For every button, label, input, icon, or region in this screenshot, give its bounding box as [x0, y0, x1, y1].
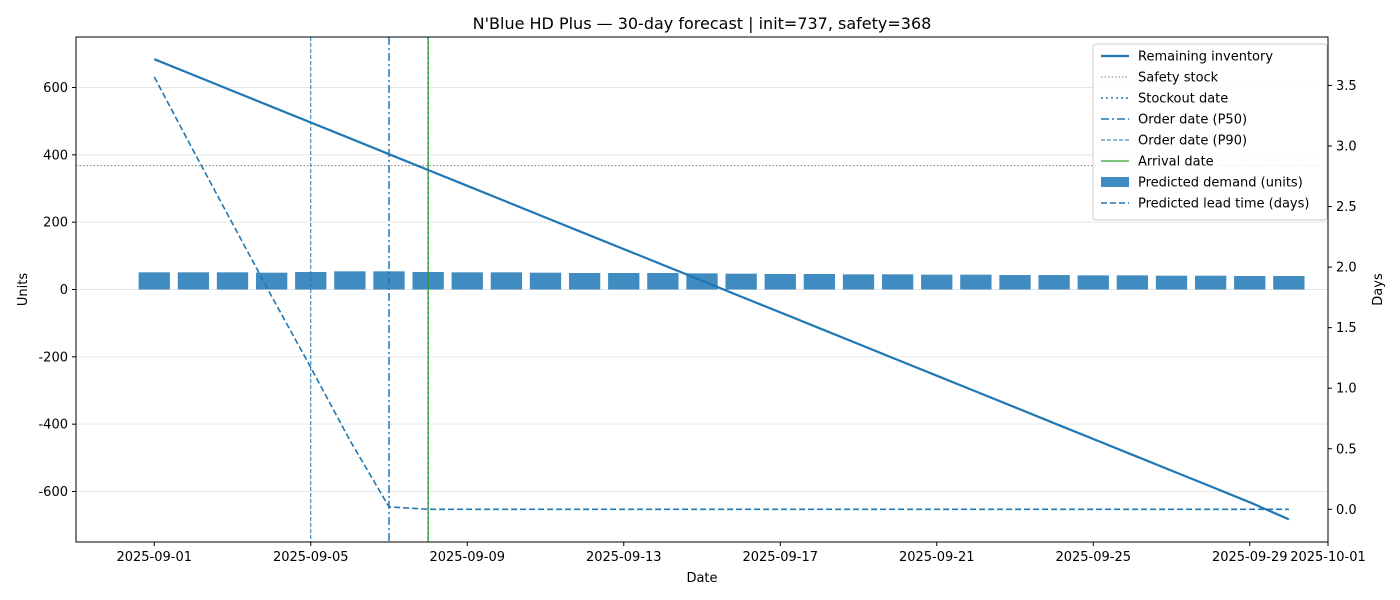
chart-title: N'Blue HD Plus — 30-day forecast | init=…: [473, 14, 932, 33]
y-tick-label: 400: [43, 148, 68, 163]
x-axis-title: Date: [686, 571, 717, 586]
y-tick-label: -600: [38, 485, 68, 500]
demand-bar: [1194, 275, 1227, 290]
y2-tick-label: 3.5: [1336, 79, 1357, 94]
x-tick-label: 2025-09-05: [273, 550, 349, 565]
demand-bars: [138, 271, 1305, 290]
remaining-inventory-line: [153, 58, 1290, 521]
x-tick-label: 2025-09-01: [116, 550, 192, 565]
demand-bar: [1273, 276, 1305, 290]
y-tick-label: 200: [43, 216, 68, 231]
demand-bar: [255, 272, 288, 290]
demand-bar: [1077, 275, 1109, 290]
legend-label: Arrival date: [1138, 155, 1214, 170]
demand-bar: [138, 272, 170, 290]
demand-bar: [764, 274, 796, 290]
x-axis: 2025-09-01 2025-09-05 2025-09-09 2025-09-13…: [116, 542, 1366, 565]
demand-bar: [451, 272, 483, 290]
y-tick-label: -400: [38, 418, 68, 433]
y2-tick-label: 0.0: [1336, 503, 1357, 518]
y-tick-label: -200: [38, 350, 68, 365]
demand-bar: [803, 274, 836, 290]
line-series-layer: [153, 58, 1290, 521]
y2-tick-label: 0.5: [1336, 442, 1357, 457]
demand-bar: [568, 273, 601, 290]
legend-swatch: [1101, 177, 1129, 187]
y-axis-title: Units: [16, 273, 31, 306]
demand-bar: [921, 274, 953, 290]
predicted-lead-time-days-line: [153, 76, 1289, 511]
legend-label: Predicted demand (units): [1138, 176, 1303, 191]
y-tick-label: 0: [60, 283, 68, 298]
demand-bar: [1155, 275, 1188, 290]
demand-bar: [216, 272, 249, 290]
y2-tick-label: 2.5: [1336, 200, 1357, 215]
demand-bar: [490, 272, 523, 290]
x-tick-label: 2025-09-21: [899, 550, 975, 565]
demand-bar: [608, 273, 640, 290]
vertical-reference-layer: [310, 37, 429, 542]
demand-bar: [960, 274, 992, 290]
y2-tick-label: 2.0: [1336, 261, 1357, 276]
x-tick-label: 2025-10-01: [1290, 550, 1366, 565]
x-tick-label: 2025-09-17: [742, 550, 818, 565]
demand-bar: [334, 271, 366, 290]
legend-label: Order date (P50): [1138, 113, 1247, 128]
x-tick-label: 2025-09-29: [1212, 550, 1288, 565]
y2-tick-label: 1.0: [1336, 382, 1357, 397]
demand-bar: [177, 272, 210, 290]
demand-bar: [1234, 276, 1266, 290]
demand-bar: [725, 273, 757, 290]
x-tick-label: 2025-09-13: [586, 550, 662, 565]
y2-tick-label: 1.5: [1336, 321, 1357, 336]
x-tick-label: 2025-09-25: [1055, 550, 1131, 565]
demand-bar: [1038, 275, 1070, 290]
legend-label: Safety stock: [1138, 71, 1219, 86]
legend-box: [1092, 43, 1328, 221]
y-tick-label: 600: [43, 81, 68, 96]
demand-bar: [842, 274, 875, 290]
y-axis-left: -600 -400 -200 0 200 400 600: [38, 81, 76, 500]
legend: Remaining inventory Safety stock Stockout …: [1092, 43, 1328, 221]
y2-axis-title: Days: [1371, 273, 1386, 306]
demand-bar: [529, 272, 562, 290]
legend-label: Order date (P90): [1138, 134, 1247, 149]
legend-label: Remaining inventory: [1138, 50, 1273, 65]
y2-tick-label: 3.0: [1336, 139, 1357, 154]
demand-bar: [999, 275, 1031, 290]
legend-label: Stockout date: [1138, 92, 1228, 107]
legend-label: Predicted lead time (days): [1138, 197, 1309, 212]
y-axis-right: 0.0 0.5 1.0 1.5 2.0 2.5 3.0 3.5: [1328, 79, 1357, 518]
demand-bar: [1116, 275, 1149, 290]
demand-bar: [881, 274, 914, 290]
demand-bar: [647, 273, 679, 290]
x-tick-label: 2025-09-09: [429, 550, 505, 565]
